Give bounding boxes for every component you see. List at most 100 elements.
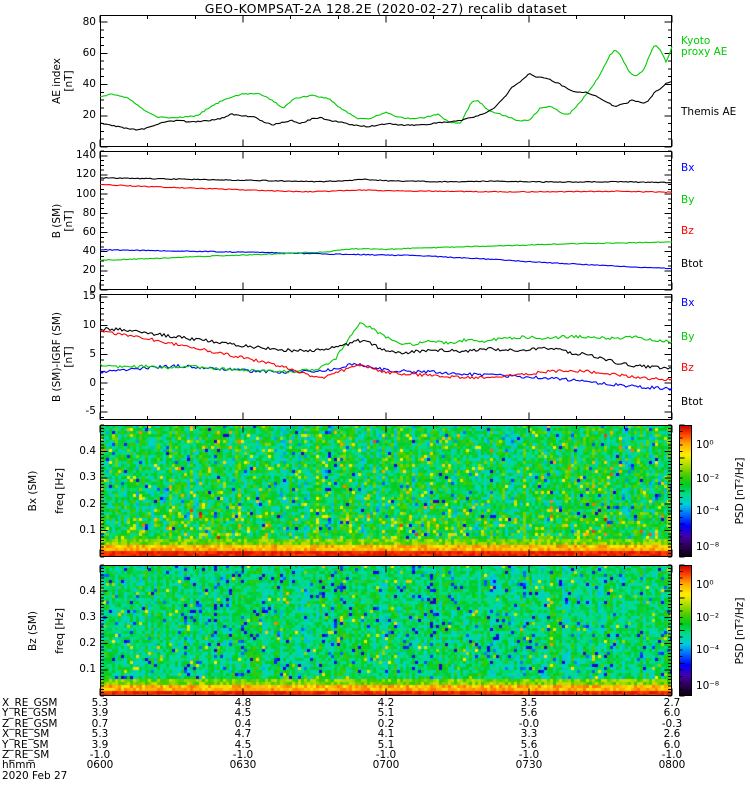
b-minus-igrf-legend-by: By — [681, 330, 695, 344]
legend-line: proxy AE — [681, 46, 728, 59]
data-series-line — [99, 362, 673, 391]
ae-index-ytick-label: 0 — [89, 140, 96, 153]
ephemeris-value: 4.1 — [377, 728, 395, 741]
bz-spectrogram-ytick-label: 0.2 — [79, 637, 96, 650]
bz-spectrogram-colorbar-tick-label: 10⁻² — [696, 612, 720, 625]
ephemeris-value: 0730 — [515, 759, 543, 772]
ephemeris-value: -0.0 — [518, 717, 540, 730]
ephemeris-value: 5.3 — [91, 728, 109, 741]
data-series-line — [99, 326, 673, 370]
ephemeris-row-label-y_re_gsm: Y_RE_GSM — [2, 707, 57, 720]
axis-path — [100, 425, 672, 557]
bx-spectrogram-colorbar-tick-label: 10⁻⁸ — [696, 540, 720, 553]
ephemeris-value: -1.0 — [232, 749, 254, 761]
ae-index-ytick-label: 40 — [82, 78, 96, 90]
bx-spectrogram-colorbar-tick-label: 10⁰ — [696, 439, 714, 452]
ephemeris-value: -1.0 — [375, 749, 397, 761]
legend-line: Themis AE — [681, 106, 737, 119]
ephemeris-value: -1.0 — [518, 749, 540, 761]
b-sm-ytick-label: 80 — [82, 206, 96, 219]
ephemeris-value: -1.0 — [89, 749, 111, 761]
ephemeris-value: 3.9 — [91, 707, 109, 720]
axis-path — [99, 564, 673, 697]
ae-index-legend-kyoto: Kyoto proxy AE — [681, 35, 728, 59]
b-sm-ytick-label: 20 — [82, 264, 96, 277]
b-minus-igrf-legend-btot: Btot — [681, 396, 703, 409]
b-sm-legend-bx: Bx — [681, 161, 695, 175]
ephemeris-value: 4.7 — [234, 728, 252, 741]
b-minus-igrf-ytick-label: -5 — [85, 405, 96, 418]
legend-line: Bz — [681, 361, 694, 374]
ephemeris-value: -1.0 — [661, 749, 683, 761]
ephemeris-value: 3.9 — [91, 738, 109, 751]
b-sm-ytick-label: 100 — [75, 187, 96, 200]
b-minus-igrf-legend-bx: Bx — [681, 297, 694, 310]
b-minus-igrf-ytick-label: 0 — [89, 376, 96, 389]
bx-spectrogram-ytick-label: 0.3 — [79, 471, 96, 484]
ephemeris-value: 5.6 — [520, 707, 538, 720]
b-sm-ytick-label: 0 — [89, 283, 96, 296]
data-series-line — [100, 183, 673, 194]
data-series-line — [99, 329, 673, 382]
ephemeris-value: 6.0 — [663, 738, 681, 751]
axis-path — [679, 564, 692, 697]
ephemeris-value: 3.5 — [520, 697, 538, 709]
legend-line: By — [681, 194, 695, 207]
b-sm-ytick-label: 120 — [75, 168, 96, 181]
b-sm-legend-bz: Bz — [681, 226, 694, 238]
data-series-line — [99, 44, 673, 124]
legend-line: Bx — [681, 161, 695, 174]
bz-spectrogram-colorbar-tick-label: 10⁻⁴ — [696, 644, 720, 657]
ephemeris-value: 2.6 — [663, 728, 681, 741]
bx-spectrogram-colorbar-tick-label: 10⁻⁴ — [696, 505, 720, 518]
ae-index-ytick-label: 80 — [82, 15, 96, 28]
bz-spectrogram-colorbar-tick-label: 10⁻⁸ — [696, 679, 720, 692]
bx-spectrogram-ytick-label: 0.4 — [79, 444, 96, 457]
data-series-line — [99, 241, 672, 262]
ephemeris-value: 0.4 — [234, 717, 252, 730]
data-series-line — [99, 321, 673, 374]
legend-line: Bz — [681, 225, 694, 238]
axis-path — [100, 15, 672, 147]
ephemeris-value: 2.7 — [663, 697, 681, 709]
ephemeris-value: 0800 — [658, 759, 686, 772]
date-label: 2020 Feb 27 — [2, 769, 68, 782]
b-minus-igrf-ytick-label: 15 — [82, 290, 96, 303]
ephemeris-row-label-hhmm: hhmm — [2, 759, 36, 772]
plot-title: GEO-KOMPSAT-2A 128.2E (2020-02-27) recal… — [204, 1, 568, 16]
b-minus-igrf-legend-bz: Bz — [681, 361, 694, 375]
ephemeris-value: 5.1 — [377, 738, 395, 751]
b-sm-legend-btot: Btot — [681, 258, 703, 271]
ephemeris-value: 4.2 — [377, 697, 395, 709]
bx-spectrogram-heatmap — [100, 425, 672, 557]
ephemeris-value: 6.0 — [663, 707, 681, 720]
ephemeris-row-label-z_re_gsm: Z_RE_GSM — [2, 717, 58, 730]
bx-spectrogram-ytick-label: 0.1 — [79, 524, 96, 537]
b-sm-ytick-label: 40 — [82, 245, 96, 258]
ephemeris-value: 4.5 — [234, 738, 252, 751]
axis-path — [100, 151, 672, 290]
axis-path — [99, 424, 673, 558]
axis-path — [99, 150, 673, 291]
b-sm-ytick-label: 140 — [75, 149, 96, 162]
ephemeris-value: 5.1 — [377, 707, 395, 720]
b-sm-ytick-label: 60 — [82, 225, 96, 238]
ae-index-ytick-label: 60 — [82, 46, 96, 59]
ephemeris-value: 5.3 — [91, 697, 109, 709]
data-series-line — [99, 72, 673, 131]
ephemeris-value: 0700 — [372, 759, 400, 772]
ae-index-ytick-label: 20 — [82, 109, 96, 122]
axis-path — [679, 424, 692, 558]
b-sm-legend-by: By — [681, 195, 694, 207]
ephemeris-value: 4.8 — [234, 697, 252, 709]
ephemeris-value: 0630 — [229, 759, 257, 772]
ephemeris-row-label-y_re_sm: Y_RE_SM — [2, 738, 49, 751]
ephemeris-value: -0.3 — [661, 717, 683, 730]
bx-spectrogram-ytick-label: 0.2 — [79, 497, 96, 510]
legend-line: By — [681, 330, 695, 343]
bz-spectrogram-colorbar-tick-label: 10⁰ — [696, 578, 714, 591]
b-minus-igrf-ytick-label: 10 — [82, 319, 96, 332]
b-minus-igrf-ytick-label: 5 — [89, 347, 96, 360]
